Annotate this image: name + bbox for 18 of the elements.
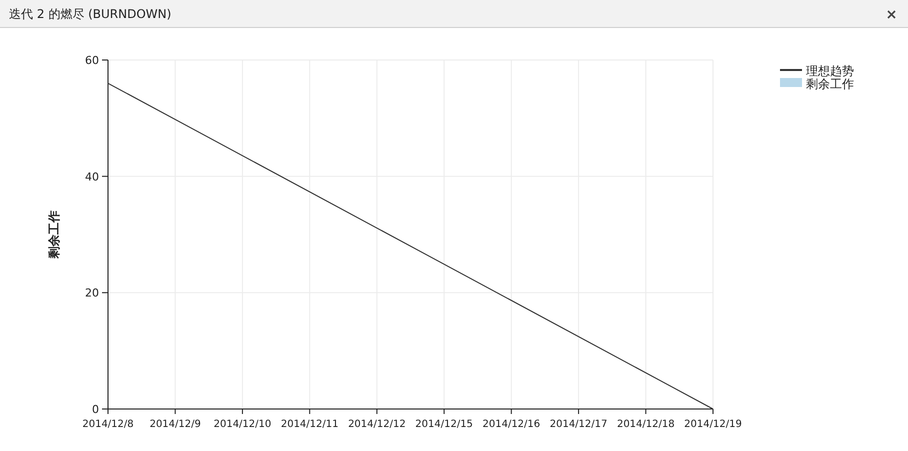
- x-tick-label: 2014/12/17: [550, 419, 608, 430]
- y-tick-label: 20: [85, 286, 99, 300]
- y-tick-label: 0: [92, 403, 99, 416]
- legend-label: 剩余工作: [806, 77, 854, 91]
- chart-title: 迭代 2 的燃尽 (BURNDOWN): [9, 7, 172, 21]
- x-tick-label: 2014/12/19: [684, 419, 742, 430]
- y-tick-label: 40: [85, 170, 99, 184]
- x-tick-label: 2014/12/15: [415, 419, 473, 430]
- legend-label: 理想趋势: [806, 64, 854, 78]
- y-axis-title: 剩余工作: [47, 210, 61, 260]
- x-tick-label: 2014/12/12: [348, 419, 406, 430]
- y-tick-label: 60: [85, 54, 99, 67]
- x-tick-label: 2014/12/8: [82, 419, 134, 430]
- x-tick-label: 2014/12/16: [482, 419, 540, 430]
- x-tick-label: 2014/12/10: [214, 419, 272, 430]
- x-tick-label: 2014/12/9: [150, 419, 201, 430]
- x-tick-label: 2014/12/11: [280, 419, 338, 430]
- x-tick-label: 2014/12/18: [616, 419, 675, 430]
